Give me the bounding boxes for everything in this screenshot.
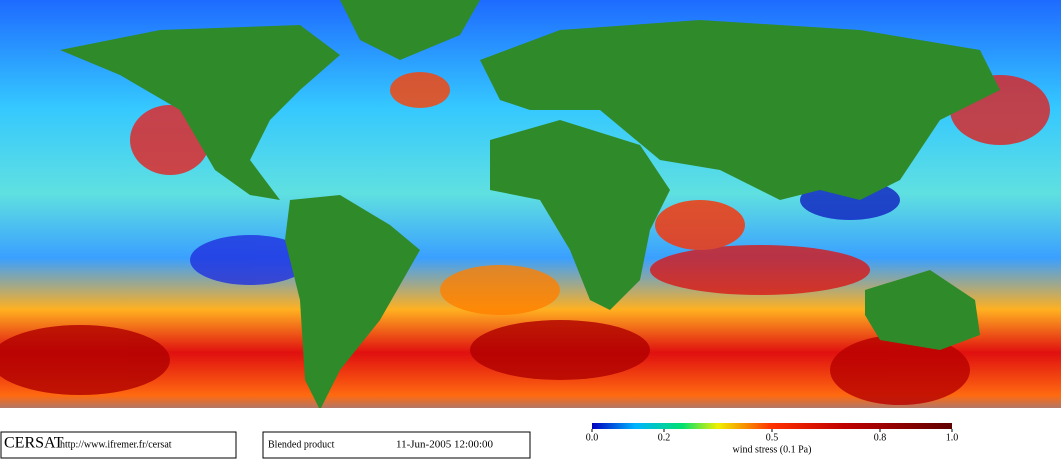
colorbar-tick-label: 0.5: [766, 432, 779, 443]
colorbar-tick-label: 0.0: [586, 432, 599, 443]
colorbar: [592, 423, 952, 429]
logo-box: [0, 431, 237, 459]
datetime: 11-Jun-2005 12:00:00: [396, 439, 494, 451]
colorbar-tick-label: 1.0: [946, 432, 959, 443]
colorbar-tick-label: 0.8: [874, 432, 887, 443]
product: Blended product: [268, 439, 335, 450]
land: [60, 0, 1000, 410]
colorbar-tick-label: 0.2: [658, 432, 671, 443]
url: http://www.ifremer.fr/cersat: [60, 439, 172, 450]
product-box: [262, 431, 531, 459]
colorbar-label: wind stress (0.1 Pa): [733, 444, 812, 455]
wind-patches: [0, 72, 1050, 405]
logo: CERSAT: [4, 435, 64, 452]
